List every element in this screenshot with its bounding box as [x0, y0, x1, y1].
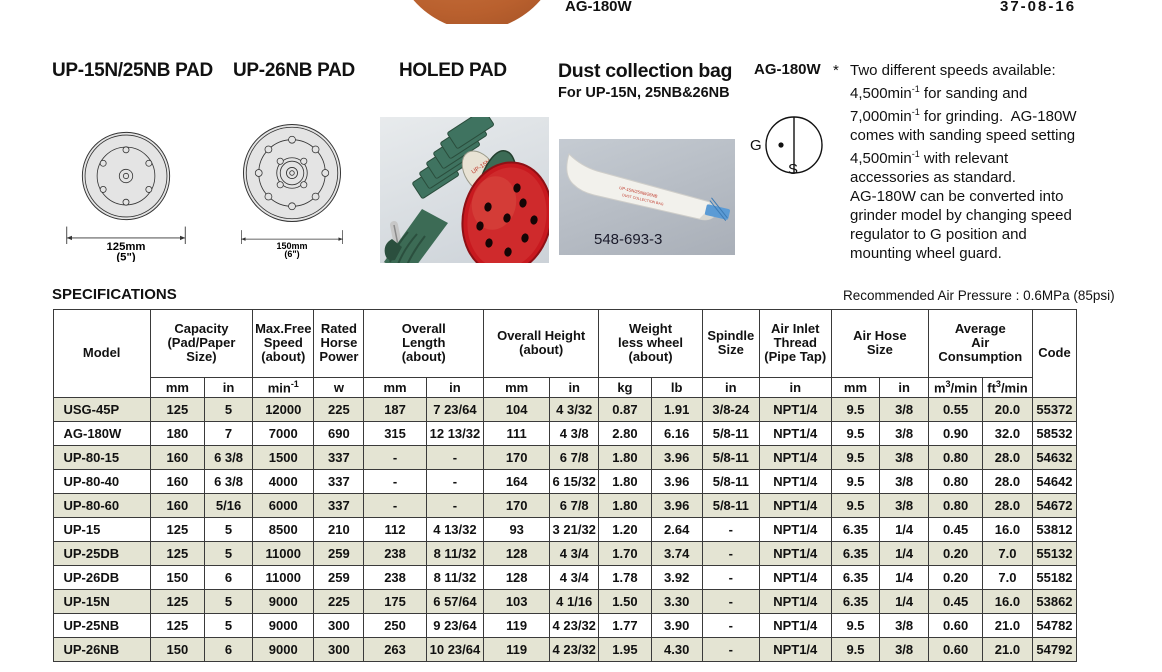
svg-text:548-693-3: 548-693-3: [594, 231, 662, 248]
svg-text:(6"): (6"): [284, 249, 299, 259]
svg-text:G: G: [750, 137, 762, 154]
svg-text:S: S: [788, 161, 798, 176]
svg-text:(5"): (5"): [116, 252, 135, 262]
